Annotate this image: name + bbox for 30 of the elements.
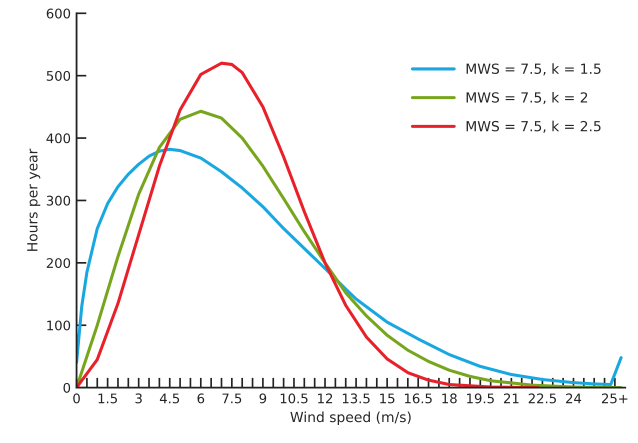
y-tick-label: 100 [47, 320, 70, 330]
x-tick-label: 3 [135, 393, 142, 404]
x-tick-label: 24 [566, 393, 582, 404]
x-tick-label: 16.5 [404, 393, 432, 404]
x-tick-label: 1.5 [98, 394, 117, 404]
y-tick-label: 300 [46, 196, 70, 206]
legend-label: MWS = 7.5, k = 2 [466, 92, 588, 104]
x-tick-label: 12 [318, 393, 332, 404]
x-tick-label: 19.5 [467, 393, 494, 404]
x-tick-label: 21 [504, 393, 519, 404]
x-tick-label: 22.5 [528, 393, 556, 404]
x-tick-label: 7.5 [222, 394, 242, 404]
y-tick-label: 0 [63, 382, 70, 393]
legend-label: MWS = 7.5, k = 2.5 [466, 120, 601, 133]
x-tick-label: 13.5 [342, 393, 370, 404]
x-tick-label: 10.5 [280, 393, 308, 404]
x-tick-label: 25+ [602, 393, 628, 404]
y-tick-label: 600 [46, 8, 70, 18]
x-tick-label: 6 [198, 393, 204, 404]
y-tick-label: 200 [46, 258, 70, 268]
x-tick-label: 9 [260, 393, 266, 404]
x-tick-label: 4.5 [160, 394, 180, 404]
x-axis-title: Wind speed (m/s) [290, 412, 411, 425]
x-tick-label: 18 [442, 393, 457, 404]
y-tick-label: 500 [46, 70, 70, 81]
y-tick-label: 400 [46, 133, 70, 144]
x-tick-label: 15 [380, 394, 394, 404]
y-axis-title: Hours per year [27, 148, 40, 251]
x-tick-label: 0 [73, 393, 80, 404]
legend-label: MWS = 7.5, k = 1.5 [466, 63, 601, 76]
